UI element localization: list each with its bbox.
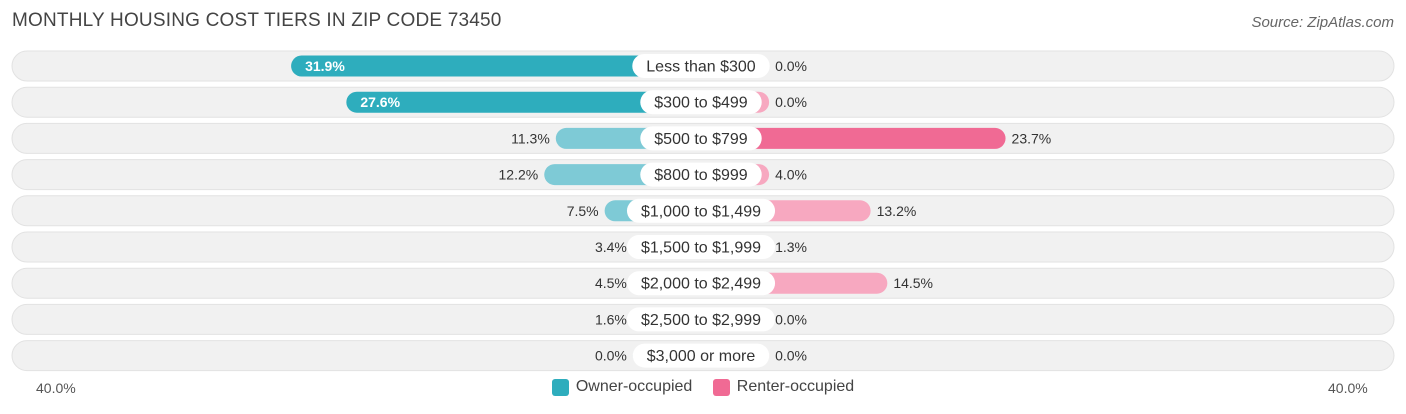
legend-item-renter: Renter-occupied <box>712 378 855 396</box>
value-label-renter: 4.0% <box>775 167 807 183</box>
category-label: $3,000 or more <box>647 348 756 365</box>
value-label-owner: 11.3% <box>511 130 550 146</box>
value-label-renter: 14.5% <box>893 275 933 291</box>
value-label-renter: 1.3% <box>775 239 807 255</box>
category-label-bg <box>640 162 762 187</box>
value-label-renter: 0.0% <box>775 58 807 74</box>
legend: Owner-occupied Renter-occupied <box>0 378 1406 401</box>
category-label-bg <box>626 235 776 259</box>
category-label-bg <box>626 271 776 296</box>
value-label-renter: 0.0% <box>775 348 807 364</box>
legend-swatch-renter <box>712 378 730 396</box>
category-label: $800 to $999 <box>654 167 748 184</box>
category-label-bg <box>626 307 776 332</box>
category-label: Less than $300 <box>646 59 756 76</box>
value-label-renter: 0.0% <box>775 311 807 327</box>
value-label-owner: 27.6% <box>360 94 400 110</box>
bar-owner-occupied <box>291 55 701 77</box>
legend-label-owner: Owner-occupied <box>575 378 693 395</box>
category-label-bg <box>632 54 770 78</box>
axis-min-label: 40.0% <box>36 380 76 396</box>
category-label: $1,000 to $1,499 <box>641 203 761 220</box>
category-label: $1,500 to $1,999 <box>641 240 761 257</box>
category-label-bg <box>640 90 762 115</box>
axis-max-label: 40.0% <box>1328 380 1368 396</box>
category-label: $2,500 to $2,999 <box>641 312 761 329</box>
legend-label-renter: Renter-occupied <box>736 378 855 395</box>
value-label-owner: 1.6% <box>595 311 627 327</box>
category-label-bg <box>640 126 762 151</box>
bar-renter-occupied <box>701 127 1006 149</box>
bar-owner-occupied <box>346 91 701 113</box>
category-label: $500 to $799 <box>654 131 748 148</box>
category-label-bg <box>632 343 770 368</box>
value-label-owner: 4.5% <box>595 275 627 291</box>
chart-title: MONTHLY HOUSING COST TIERS IN ZIP CODE 7… <box>12 10 502 31</box>
chart-source: Source: ZipAtlas.com <box>1251 14 1394 31</box>
legend-item-owner: Owner-occupied <box>551 378 693 396</box>
category-label: $300 to $499 <box>654 95 748 112</box>
category-label-bg <box>626 198 776 223</box>
value-label-owner: 0.0% <box>595 348 627 364</box>
value-label-owner: 7.5% <box>567 203 599 219</box>
value-label-renter: 13.2% <box>877 203 917 219</box>
value-label-renter: 23.7% <box>1012 130 1052 146</box>
category-label: $2,000 to $2,499 <box>641 276 761 293</box>
value-label-renter: 0.0% <box>775 94 807 110</box>
legend-swatch-owner <box>551 378 569 396</box>
value-label-owner: 31.9% <box>305 58 345 74</box>
value-label-owner: 12.2% <box>499 167 539 183</box>
value-label-owner: 3.4% <box>595 239 627 255</box>
